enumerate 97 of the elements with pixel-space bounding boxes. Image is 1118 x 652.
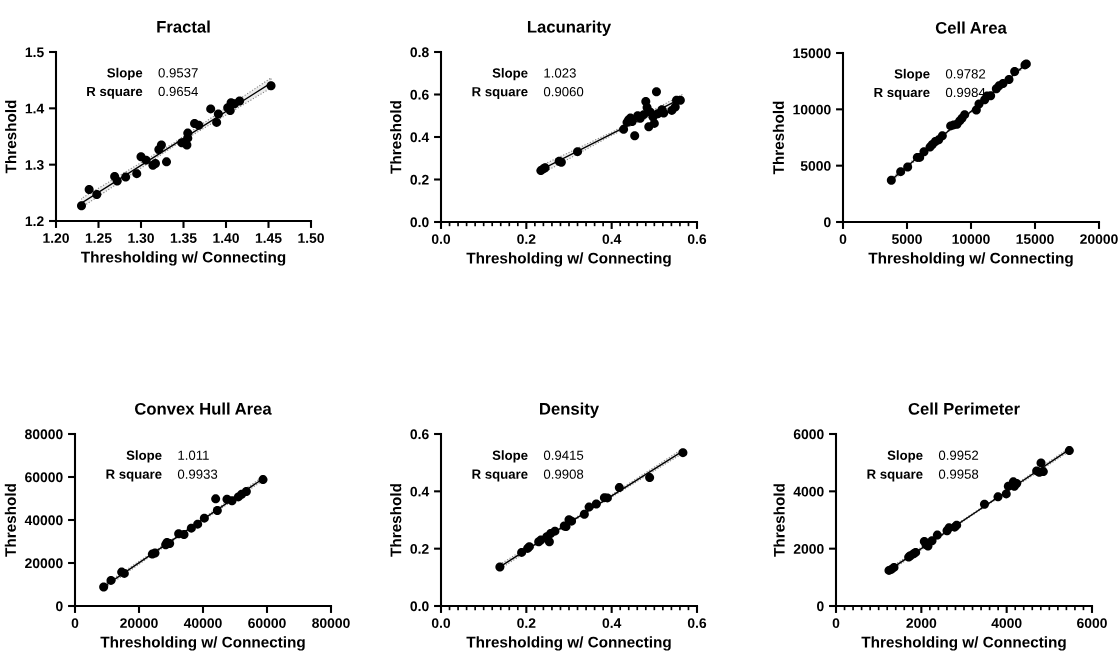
y-tick-label: 1.5 xyxy=(25,47,44,58)
annotation: Slope xyxy=(107,67,143,81)
annotation: 0.9933 xyxy=(177,469,218,479)
annotation: R square xyxy=(867,469,923,482)
annotation: Slope xyxy=(492,450,528,463)
y-tick-label: 80000 xyxy=(25,429,63,440)
annotation: 0.9415 xyxy=(543,450,584,460)
annotation: Slope xyxy=(492,67,528,81)
y-tick-label: 0 xyxy=(817,601,824,612)
x-axis-title: Thresholding w/ Connecting xyxy=(466,636,671,651)
x-axis-title: Thresholding w/ Connecting xyxy=(100,636,305,651)
x-tick-label: 15000 xyxy=(1016,234,1054,245)
x-tick-label: 1.40 xyxy=(213,233,239,244)
y-tick-label: 1.2 xyxy=(25,216,44,227)
y-axis-title: Threshold xyxy=(773,484,785,557)
chart-title: Cell Area xyxy=(935,21,1007,34)
x-tick-label: 1.25 xyxy=(85,233,112,244)
y-tick-label: 5000 xyxy=(800,161,831,171)
y-tick-label: 0.8 xyxy=(410,47,429,58)
x-tick-label: 0.6 xyxy=(687,234,707,245)
annotation: 0.9060 xyxy=(543,87,584,97)
annotation: R square xyxy=(874,87,930,100)
annotation: 1.023 xyxy=(544,68,576,78)
x-tick-label: 1.30 xyxy=(128,233,154,244)
x-axis-title: Thresholding w/ Connecting xyxy=(466,252,671,267)
x-tick-label: 0.4 xyxy=(602,618,622,629)
annotation: R square xyxy=(87,86,143,99)
y-tick-label: 2000 xyxy=(793,544,824,554)
x-tick-label: 2000 xyxy=(906,618,937,629)
annotation: 0.9958 xyxy=(938,469,979,479)
y-tick-label: 0.6 xyxy=(410,429,429,440)
annotation: 0.9984 xyxy=(945,87,986,98)
annotation: 0.9908 xyxy=(543,469,584,479)
x-tick-label: 0 xyxy=(832,618,840,629)
y-axis-title: Threshold xyxy=(5,100,17,174)
annotation: 0.9952 xyxy=(938,450,979,460)
y-tick-label: 0.4 xyxy=(410,486,430,497)
x-tick-label: 0.6 xyxy=(687,618,707,629)
y-tick-label: 0.2 xyxy=(410,174,429,185)
annotation: 0.9654 xyxy=(158,86,198,97)
x-tick-label: 1.50 xyxy=(298,233,324,244)
x-tick-label: 1.20 xyxy=(43,233,69,244)
x-tick-label: 80000 xyxy=(312,618,350,629)
x-tick-label: 6000 xyxy=(1077,618,1107,629)
y-tick-label: 0 xyxy=(56,601,63,612)
y-tick-label: 15000 xyxy=(793,48,831,59)
x-tick-label: 20000 xyxy=(1080,234,1118,245)
chart-title: Density xyxy=(540,402,600,419)
chart-title: Convex Hull Area xyxy=(135,402,272,415)
annotation: R square xyxy=(472,87,528,99)
y-tick-label: 0.6 xyxy=(410,89,429,100)
x-axis-title: Thresholding w/ Connecting xyxy=(80,251,286,266)
y-tick-label: 0.4 xyxy=(410,132,430,143)
y-tick-label: 0.0 xyxy=(410,601,429,612)
chart-title: Fractal xyxy=(157,20,210,33)
x-tick-label: 60000 xyxy=(248,618,286,629)
x-tick-label: 0.2 xyxy=(517,234,536,245)
y-axis-title: Threshold xyxy=(390,101,402,174)
annotation: Slope xyxy=(887,450,923,463)
x-tick-label: 0.4 xyxy=(602,234,622,245)
y-axis-title: Threshold xyxy=(4,484,16,557)
annotation: R square xyxy=(472,469,528,482)
x-tick-label: 1.35 xyxy=(170,233,197,244)
x-tick-label: 0.2 xyxy=(517,618,536,629)
x-tick-label: 5000 xyxy=(891,234,922,245)
y-axis-title: Threshold xyxy=(772,101,784,175)
x-tick-label: 10000 xyxy=(952,234,990,245)
y-tick-label: 1.3 xyxy=(25,160,44,170)
annotation: 0.9782 xyxy=(945,69,986,79)
x-tick-label: 4000 xyxy=(991,618,1022,629)
annotation: R square xyxy=(106,469,162,482)
y-tick-label: 0 xyxy=(824,217,831,228)
y-tick-label: 60000 xyxy=(25,472,63,483)
annotation: 1.011 xyxy=(178,450,209,460)
annotation: 0.9537 xyxy=(158,68,198,78)
y-tick-label: 20000 xyxy=(25,558,63,569)
y-tick-label: 6000 xyxy=(793,429,824,440)
x-tick-label: 40000 xyxy=(183,618,222,629)
y-tick-label: 1.4 xyxy=(25,103,45,114)
y-axis-title: Threshold xyxy=(390,484,402,557)
chart-title: Cell Perimeter xyxy=(908,402,1020,415)
y-tick-label: 0.2 xyxy=(410,544,429,554)
x-tick-label: 0.0 xyxy=(431,234,451,245)
chart-title: Lacunarity xyxy=(527,20,612,37)
x-axis-title: Thresholding w/ Connecting xyxy=(868,252,1073,267)
annotation: Slope xyxy=(126,450,162,463)
annotation: Slope xyxy=(894,68,930,82)
y-tick-label: 0.0 xyxy=(410,217,429,228)
x-tick-label: 0 xyxy=(839,234,847,245)
x-tick-label: 1.45 xyxy=(255,233,282,244)
x-tick-label: 20000 xyxy=(120,618,158,629)
x-tick-label: 0.0 xyxy=(431,618,451,629)
y-tick-label: 10000 xyxy=(793,104,831,115)
x-tick-label: 0 xyxy=(71,618,79,629)
y-tick-label: 4000 xyxy=(793,486,824,497)
x-axis-title: Thresholding w/ Connecting xyxy=(861,636,1066,651)
y-tick-label: 40000 xyxy=(24,515,63,526)
